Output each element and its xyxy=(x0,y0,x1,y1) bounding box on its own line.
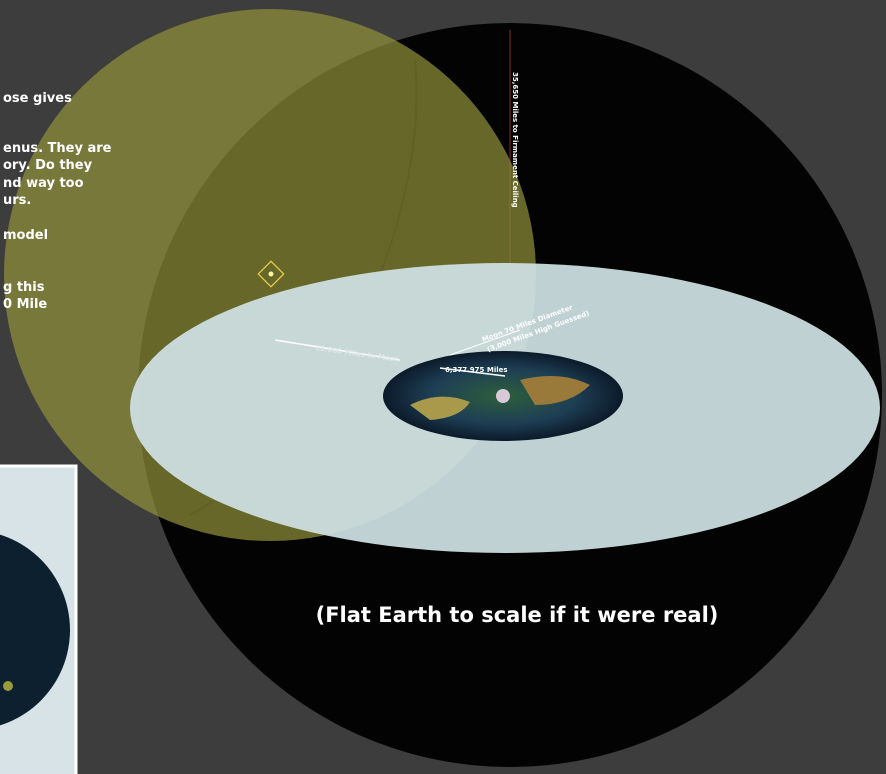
text-line: ose gives xyxy=(3,91,72,106)
side-text: ose gives enus. They are ory. Do they nd… xyxy=(3,91,112,312)
text-line: g this xyxy=(3,280,45,295)
earth-diameter-arrow xyxy=(439,367,506,377)
firmament-label: 35,650 Miles to Firmament Ceiling xyxy=(511,72,519,208)
text-line: nd way too xyxy=(3,176,84,191)
moon-pointer xyxy=(449,329,521,356)
inset-earth xyxy=(0,534,70,726)
inset-land xyxy=(3,681,13,691)
text-line: ory. Do they xyxy=(3,158,93,173)
text-line: urs. xyxy=(3,193,31,208)
moon-distance-arrow xyxy=(274,339,401,361)
text-line: model xyxy=(3,228,48,243)
sun xyxy=(257,260,285,288)
text-line: 0 Mile xyxy=(3,297,47,312)
continent xyxy=(520,376,590,405)
north-pole xyxy=(496,389,510,403)
inset-image xyxy=(0,464,78,774)
continent xyxy=(410,396,470,420)
text-line: enus. They are xyxy=(3,141,112,156)
caption: (Flat Earth to scale if it were real) xyxy=(316,603,719,627)
earth-diameter-label: 6,377.975 Miles xyxy=(445,366,508,374)
sun-core xyxy=(268,271,274,277)
